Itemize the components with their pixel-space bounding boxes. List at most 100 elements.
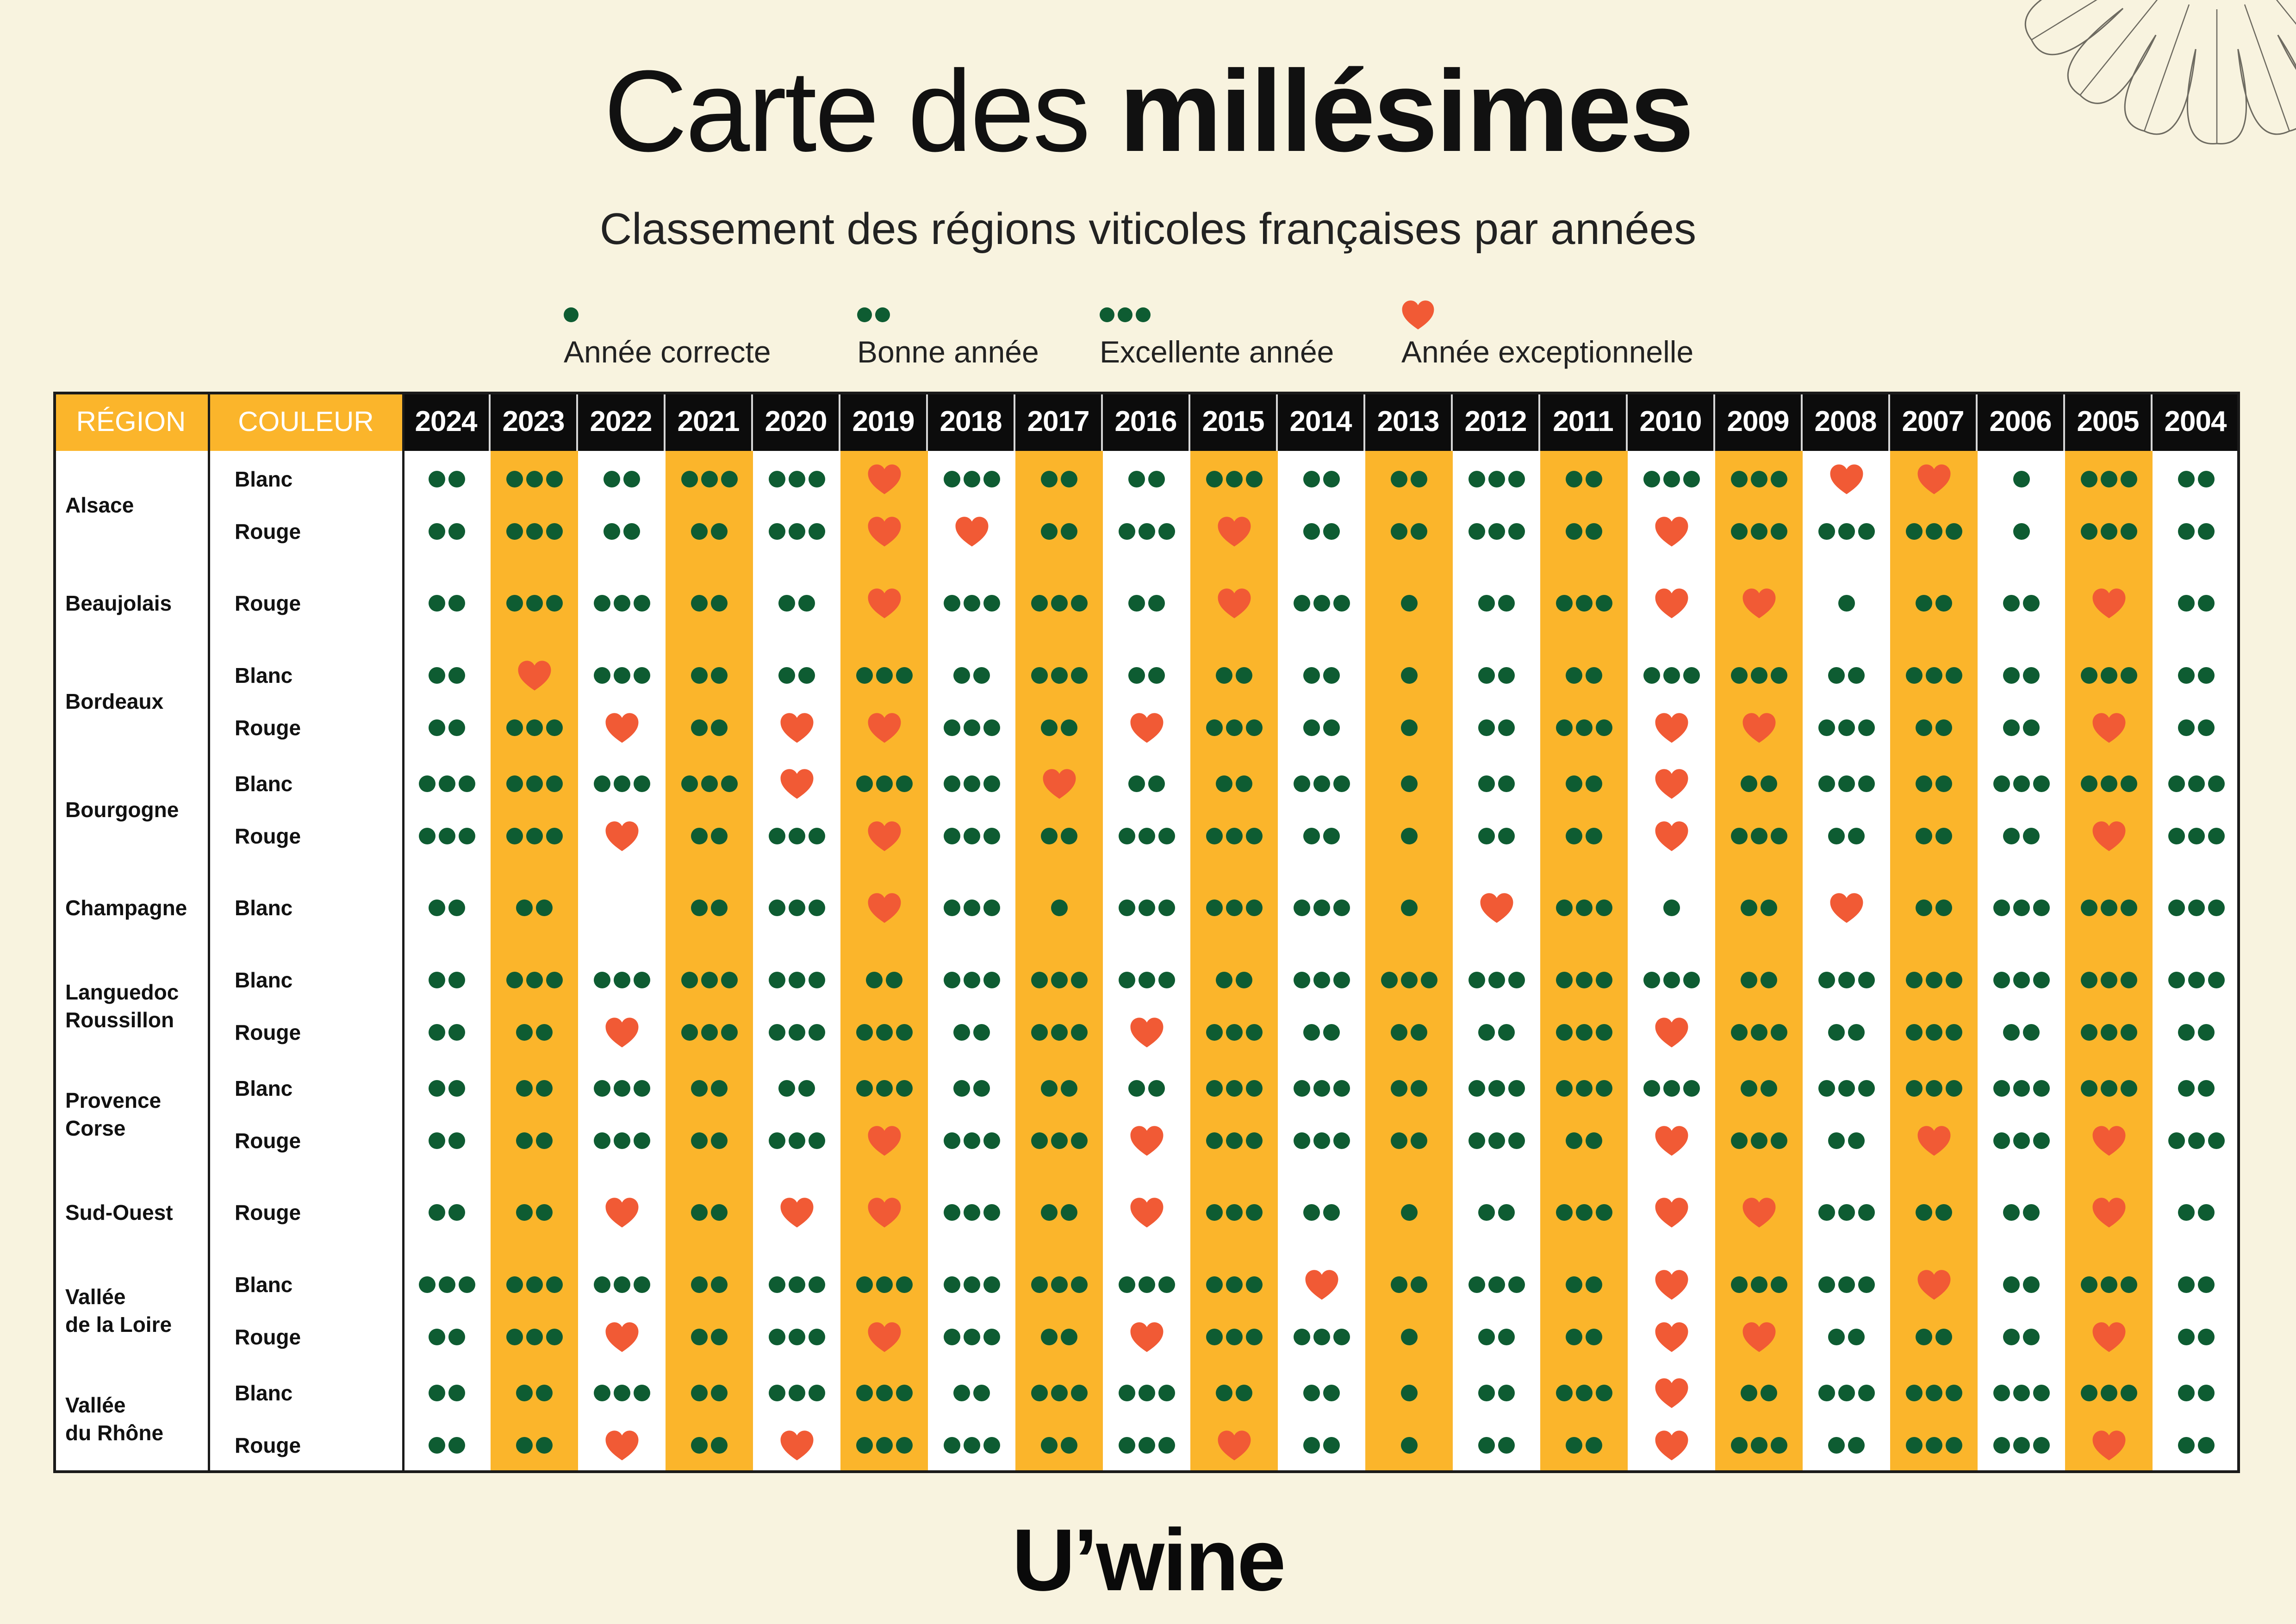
year-column-2020: [753, 451, 840, 1473]
rating-cell: [1978, 957, 2065, 1003]
rating-dots-2: [2003, 1276, 2040, 1293]
legend-symbol: [1401, 296, 1693, 333]
dot-icon: [448, 971, 465, 988]
rating-cell: [1803, 705, 1890, 751]
dot-icon: [2003, 667, 2020, 684]
dot-icon: [691, 1276, 708, 1293]
dot-icon: [1391, 1024, 1407, 1041]
dot-icon: [1323, 827, 1340, 844]
dot-icon: [1498, 827, 1515, 844]
dot-icon: [448, 1384, 465, 1401]
dot-icon: [1400, 1328, 1418, 1345]
dot-icon: [1411, 1276, 1427, 1293]
dot-icon: [1770, 523, 1787, 540]
dot-icon: [1595, 719, 1612, 736]
dot-icon: [448, 470, 465, 487]
dot-icon: [613, 667, 630, 684]
rating-dots-3: [1206, 719, 1263, 736]
dot-icon: [1051, 899, 1068, 916]
header-year-2010: 2010: [1628, 392, 1715, 451]
rating-cell: [1453, 1314, 1540, 1360]
dot-icon: [2178, 1276, 2195, 1293]
dot-icon: [1206, 1024, 1223, 1041]
rating-cell: [2153, 456, 2240, 502]
dot-icon: [788, 1276, 805, 1293]
dot-icon: [448, 1024, 465, 1041]
rating-dots-2: [1041, 1437, 1077, 1454]
rating-dots-2: [1128, 1080, 1165, 1097]
rating-cell: [1015, 1065, 1103, 1112]
rating-dots-2: [2178, 595, 2215, 612]
rating-dots-3: [506, 1328, 563, 1345]
rating-cell: [1190, 1370, 1278, 1416]
rating-cell: [578, 1065, 666, 1112]
heart-icon: [1218, 588, 1251, 618]
rating-dots-2: [429, 1132, 465, 1149]
rating-dots-2: [1916, 775, 1952, 792]
rating-cell: [1453, 1422, 1540, 1468]
rating-cell: [1628, 1262, 1715, 1308]
dot-icon: [1925, 1080, 1942, 1097]
rating-dots-3: [1468, 470, 1525, 487]
dot-icon: [2168, 827, 2185, 844]
ornament-petal: [2067, 8, 2157, 104]
rating-cell: [1103, 508, 1190, 555]
rating-cell: [1190, 508, 1278, 555]
dot-icon: [633, 1080, 650, 1097]
rating-dots-2: [1303, 470, 1340, 487]
dot-icon: [1031, 1384, 1048, 1401]
dot-icon: [448, 899, 465, 916]
rating-dots-2: [604, 470, 640, 487]
dot-icon: [1333, 1132, 1350, 1149]
dot-icon: [2033, 1384, 2050, 1401]
dot-icon: [1245, 1080, 1263, 1097]
dot-icon: [963, 827, 980, 844]
dot-icon: [1663, 470, 1680, 487]
dot-icon: [1206, 827, 1223, 844]
rating-cell: [1890, 1065, 1978, 1112]
rating-cell: [1628, 957, 1715, 1003]
rating-dots-3: [943, 595, 1000, 612]
legend-symbol: [1100, 296, 1334, 333]
dot-icon: [429, 971, 445, 988]
rating-cell: [753, 508, 840, 555]
dot-icon: [1508, 1132, 1525, 1149]
dot-icon: [943, 827, 960, 844]
rating-cell: [1978, 761, 2065, 807]
rating-dots-2: [691, 1384, 728, 1401]
dot-icon: [1730, 1437, 1748, 1454]
rating-cell: [1978, 1370, 2065, 1416]
rating-cell: [1978, 1118, 2065, 1164]
rating-dots-2: [1303, 667, 1340, 684]
rating-cell: [1365, 652, 1453, 699]
rating-cell: [1628, 580, 1715, 626]
rating-cell: [1890, 1262, 1978, 1308]
dot-icon: [1381, 971, 1398, 988]
rating-cell: [666, 580, 753, 626]
dot-icon: [1148, 775, 1165, 792]
heart-icon: [780, 712, 813, 743]
dot-icon: [691, 667, 708, 684]
rating-dots-3: [506, 827, 563, 844]
dot-icon: [1226, 470, 1243, 487]
dot-icon: [1663, 971, 1680, 988]
dot-icon: [1761, 971, 1777, 988]
rating-cell: [1190, 580, 1278, 626]
heart-icon: [1655, 516, 1688, 547]
dot-icon: [1333, 971, 1350, 988]
dot-icon: [1333, 595, 1350, 612]
rating-dots-2: [1566, 775, 1602, 792]
rating-cell: [1890, 705, 1978, 751]
rating-cell: [1190, 1314, 1278, 1360]
dot-icon: [2198, 1080, 2215, 1097]
rating-dots-2: [1391, 1080, 1427, 1097]
rating-dots-3: [1730, 1276, 1787, 1293]
heart-icon: [1917, 1269, 1950, 1300]
rating-dots-3: [1031, 971, 1088, 988]
heart-icon: [1655, 588, 1688, 618]
rating-cell: [1103, 957, 1190, 1003]
rating-dots-3: [506, 470, 563, 487]
rating-dots-2: [1916, 827, 1952, 844]
dot-icon: [1750, 1132, 1767, 1149]
rating-cell: [840, 1262, 928, 1308]
